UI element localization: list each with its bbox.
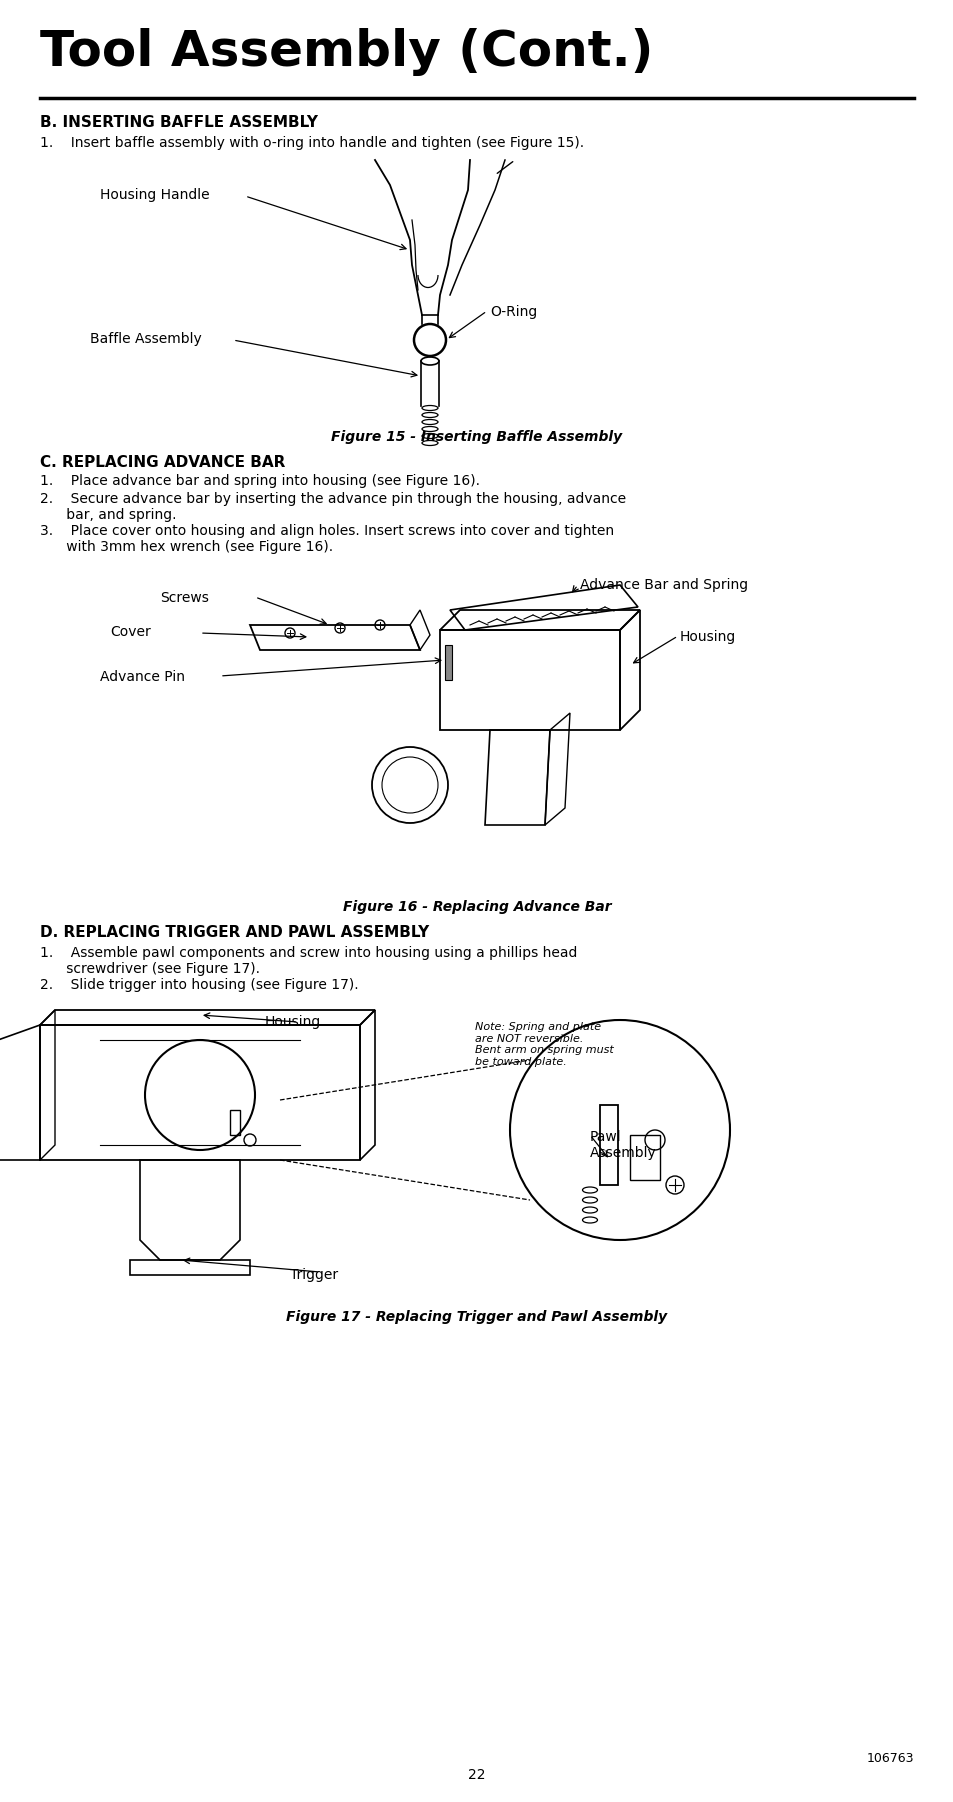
Text: 2.    Slide trigger into housing (see Figure 17).: 2. Slide trigger into housing (see Figur…	[40, 978, 358, 991]
Text: 106763: 106763	[865, 1752, 913, 1764]
Bar	[444, 645, 452, 679]
Bar	[629, 1135, 659, 1180]
Text: O-Ring: O-Ring	[490, 305, 537, 319]
Text: with 3mm hex wrench (see Figure 16).: with 3mm hex wrench (see Figure 16).	[40, 541, 333, 553]
Text: Trigger: Trigger	[290, 1269, 337, 1281]
Text: Figure 15 - Inserting Baffle Assembly: Figure 15 - Inserting Baffle Assembly	[331, 431, 622, 443]
Text: 22: 22	[468, 1768, 485, 1782]
Text: 1.    Place advance bar and spring into housing (see Figure 16).: 1. Place advance bar and spring into hou…	[40, 474, 479, 488]
Text: Pawl
Assembly: Pawl Assembly	[589, 1130, 656, 1160]
Text: Advance Pin: Advance Pin	[100, 670, 185, 685]
Text: Note: Spring and plate
are NOT reversible.
Bent arm on spring must
be toward pla: Note: Spring and plate are NOT reversibl…	[475, 1022, 613, 1067]
Text: screwdriver (see Figure 17).: screwdriver (see Figure 17).	[40, 962, 260, 977]
Bar	[599, 1105, 618, 1186]
Text: Baffle Assembly: Baffle Assembly	[90, 332, 201, 346]
Text: C. REPLACING ADVANCE BAR: C. REPLACING ADVANCE BAR	[40, 454, 285, 470]
Text: Housing: Housing	[679, 631, 736, 643]
Text: Screws: Screws	[160, 591, 209, 605]
Text: bar, and spring.: bar, and spring.	[40, 508, 176, 523]
Text: D. REPLACING TRIGGER AND PAWL ASSEMBLY: D. REPLACING TRIGGER AND PAWL ASSEMBLY	[40, 924, 429, 941]
Bar	[230, 1110, 240, 1135]
Text: Housing Handle: Housing Handle	[100, 187, 210, 202]
Text: 1.    Assemble pawl components and screw into housing using a phillips head: 1. Assemble pawl components and screw in…	[40, 946, 577, 960]
Text: Figure 17 - Replacing Trigger and Pawl Assembly: Figure 17 - Replacing Trigger and Pawl A…	[286, 1310, 667, 1324]
Text: 2.    Secure advance bar by inserting the advance pin through the housing, advan: 2. Secure advance bar by inserting the a…	[40, 492, 625, 506]
Text: B. INSERTING BAFFLE ASSEMBLY: B. INSERTING BAFFLE ASSEMBLY	[40, 115, 317, 130]
Text: Tool Assembly (Cont.): Tool Assembly (Cont.)	[40, 29, 653, 76]
Text: Advance Bar and Spring: Advance Bar and Spring	[579, 578, 747, 593]
Text: 3.    Place cover onto housing and align holes. Insert screws into cover and tig: 3. Place cover onto housing and align ho…	[40, 524, 614, 539]
Text: Figure 16 - Replacing Advance Bar: Figure 16 - Replacing Advance Bar	[342, 899, 611, 914]
Text: 1.    Insert baffle assembly with o-ring into handle and tighten (see Figure 15): 1. Insert baffle assembly with o-ring in…	[40, 135, 583, 150]
Text: Housing: Housing	[265, 1015, 321, 1029]
Text: Cover: Cover	[110, 625, 151, 640]
